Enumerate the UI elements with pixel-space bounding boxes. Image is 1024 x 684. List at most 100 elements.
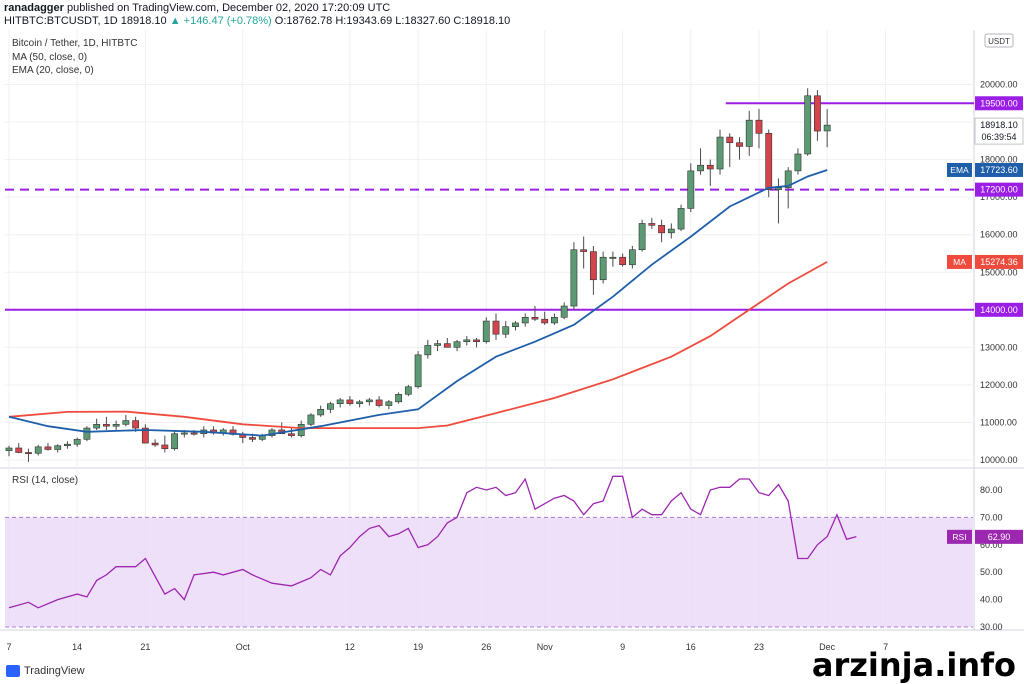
- candle-up: [434, 343, 441, 346]
- chart-footer: TradingView arzinja.info: [0, 646, 1024, 684]
- legend-ema[interactable]: EMA (20, close, 0): [12, 65, 94, 76]
- last-price-label: 18918.10: [980, 120, 1018, 130]
- ma-value-bg: [975, 254, 1023, 269]
- candle-up: [385, 401, 393, 406]
- candle-down: [726, 136, 734, 144]
- last-price: 18918.10: [120, 15, 167, 27]
- candle-down: [541, 318, 549, 324]
- candle-up: [112, 424, 120, 427]
- symbol-label: HITBTC:BTCUSDT, 1D: [4, 15, 118, 27]
- candle-up: [180, 432, 188, 435]
- rsi-tick-label: 60.00: [980, 540, 1003, 550]
- time-tick-label: 19: [413, 642, 423, 652]
- tradingview-icon: [6, 665, 20, 677]
- candle-up: [784, 170, 792, 189]
- candle-down: [346, 399, 354, 404]
- rsi-tag: RSI: [952, 532, 966, 542]
- candle-down: [531, 317, 539, 320]
- candle-down: [249, 437, 256, 440]
- candle-up: [628, 249, 636, 266]
- time-tick-label: 9: [620, 642, 625, 652]
- ma-line: [8, 261, 828, 430]
- price-tick-label: 20000.00: [980, 80, 1018, 90]
- rsi-tick-label: 50.00: [980, 567, 1003, 577]
- candle-up: [823, 124, 831, 132]
- candle-up: [327, 403, 334, 410]
- candle-up: [365, 399, 373, 403]
- author-name[interactable]: ranadagger: [4, 2, 64, 14]
- rsi-tick-label: 80.00: [980, 485, 1003, 495]
- watermark: arzinja.info: [811, 646, 1016, 684]
- time-tick-label: 26: [481, 642, 491, 652]
- candle-up: [122, 420, 130, 425]
- candle-up: [687, 170, 695, 209]
- candle-up: [609, 256, 617, 259]
- candle-up: [463, 339, 471, 343]
- candle-up: [512, 322, 519, 327]
- price-tick-label: 15000.00: [980, 267, 1018, 277]
- candle-down: [658, 225, 665, 234]
- candle-up: [745, 119, 753, 147]
- candle-up: [697, 164, 704, 172]
- level-label-bg: [975, 182, 1023, 197]
- candle-down: [648, 223, 656, 226]
- time-tick-label: Oct: [236, 642, 251, 652]
- legend-rsi[interactable]: RSI (14, close): [12, 475, 79, 486]
- candle-down: [288, 433, 295, 436]
- candle-down: [190, 432, 198, 435]
- price-tick-label: 16000.00: [980, 230, 1018, 240]
- candle-down: [814, 95, 821, 132]
- candle-down: [580, 249, 588, 252]
- candle-down: [589, 251, 597, 281]
- rsi-line: [8, 475, 857, 609]
- candle-up: [502, 326, 510, 335]
- candle-up: [307, 414, 315, 425]
- candle-down: [755, 119, 763, 134]
- rsi-value-label: 62.90: [988, 532, 1011, 542]
- brand-text: TradingView: [24, 665, 85, 677]
- candle-up: [775, 187, 782, 190]
- time-tick-label: 21: [140, 642, 150, 652]
- candle-down: [141, 427, 149, 444]
- candle-up: [667, 228, 675, 234]
- candle-up: [677, 208, 685, 230]
- candle-down: [473, 339, 480, 343]
- rsi-tick-label: 40.00: [980, 595, 1003, 605]
- price-chart[interactable]: 7 14 21 Oct 12 19 26 Nov 9 16 23 Dec 7 10000.00 11000.…: [0, 30, 1024, 660]
- level-label-bg: [975, 96, 1023, 111]
- legend-title: Bitcoin / Tether, 1D, HITBTC: [12, 38, 138, 49]
- candle-up: [794, 153, 802, 172]
- tradingview-logo[interactable]: TradingView: [6, 665, 85, 677]
- time-tick-label: 7: [6, 642, 11, 652]
- candle-down: [44, 446, 52, 450]
- rsi-tick-label: 30.00: [980, 622, 1003, 632]
- price-tick-label: 13000.00: [980, 342, 1018, 352]
- currency-box: [984, 33, 1014, 48]
- candle-down: [103, 424, 110, 427]
- candle-down: [161, 444, 169, 450]
- price-tick-label: 10000.00: [980, 455, 1018, 465]
- chart-header: ranadagger published on TradingView.com,…: [0, 0, 1024, 30]
- time-tick-label: 14: [72, 642, 82, 652]
- candle-down: [375, 399, 383, 406]
- legend-ma[interactable]: MA (50, close, 0): [12, 52, 88, 63]
- candle-up: [453, 341, 461, 348]
- candle-down: [15, 447, 23, 453]
- price-tick-label: 12000.00: [980, 380, 1018, 390]
- currency-label: USDT: [988, 37, 1010, 46]
- candle-down: [706, 164, 714, 170]
- candle-up: [551, 317, 558, 324]
- last-price-box: [974, 117, 1024, 145]
- candle-up: [34, 446, 42, 454]
- candle-up: [73, 439, 81, 445]
- time-tick-label: 23: [754, 642, 764, 652]
- candle-up: [804, 95, 812, 155]
- ma-tag: MA: [953, 257, 966, 267]
- time-tick-label: 16: [686, 642, 696, 652]
- ma-value-label: 15274.36: [980, 257, 1018, 267]
- symbol-info: HITBTC:BTCUSDT, 1D 18918.10 ▲ +146.47 (+…: [4, 15, 510, 27]
- candle-up: [5, 447, 13, 451]
- candle-up: [638, 223, 646, 251]
- candle-up: [83, 427, 91, 440]
- candle-up: [414, 354, 422, 388]
